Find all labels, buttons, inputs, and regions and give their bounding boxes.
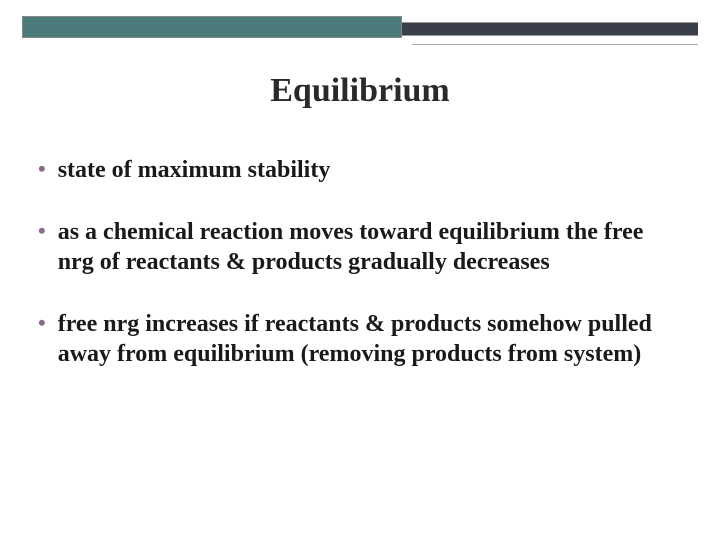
- bullet-text: state of maximum stability: [58, 155, 670, 185]
- bar-underline: [412, 44, 698, 45]
- slide-title: Equilibrium: [0, 72, 720, 110]
- bullet-item: • free nrg increases if reactants & prod…: [38, 309, 670, 369]
- bullet-dot-icon: •: [38, 155, 46, 184]
- bullet-item: • as a chemical reaction moves toward eq…: [38, 217, 670, 277]
- bullet-item: • state of maximum stability: [38, 155, 670, 185]
- bar-teal-block: [22, 16, 402, 38]
- slide-body: • state of maximum stability • as a chem…: [38, 155, 670, 401]
- bullet-dot-icon: •: [38, 217, 46, 246]
- slide: Equilibrium • state of maximum stability…: [0, 0, 720, 540]
- bullet-dot-icon: •: [38, 309, 46, 338]
- bullet-text: as a chemical reaction moves toward equi…: [58, 217, 670, 277]
- decorative-top-bar: [22, 16, 698, 46]
- bullet-text: free nrg increases if reactants & produc…: [58, 309, 670, 369]
